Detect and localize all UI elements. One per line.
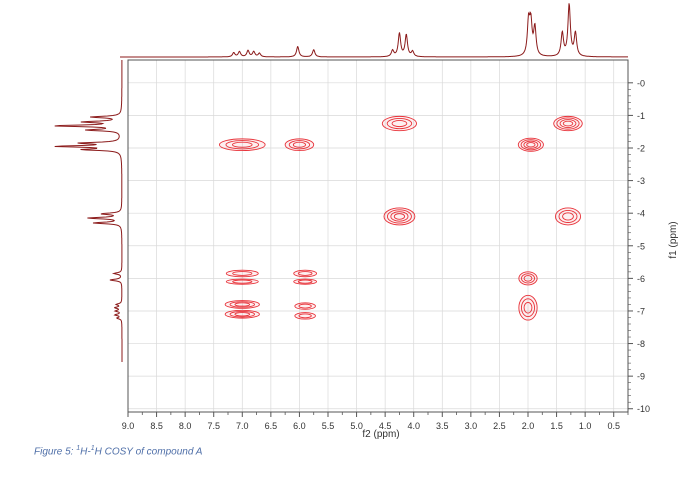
cross-peaks [218, 115, 583, 321]
contour-ring [386, 117, 413, 130]
contour-ring [232, 279, 253, 284]
x-axis: 9.0 8.5 8.0 7.5 7.0 6.5 6.0 5.5 5.0 4.5 4.0 3.5 3.0 2… [122, 412, 629, 431]
cross-peak [224, 300, 260, 309]
y-tick-label: -4 [637, 209, 645, 219]
caption-prefix: Figure 5: [34, 446, 77, 458]
contour-ring [234, 312, 251, 317]
contour-ring [523, 140, 539, 149]
contour-ring [562, 212, 574, 221]
f2-projection-spectrum [120, 3, 628, 58]
plot-frame [127, 59, 629, 413]
cross-peak [554, 207, 582, 226]
x-tick-label: 7.5 [207, 421, 220, 431]
caption-middle: H- [80, 446, 91, 458]
contour-ring [558, 209, 578, 223]
f2-projection-trace [120, 3, 628, 58]
cross-peak [293, 278, 318, 285]
contour-ring [386, 209, 412, 224]
x-axis-label: f2 (ppm) [362, 429, 399, 440]
cross-peak [518, 294, 538, 321]
f1-projection-spectrum [54, 60, 123, 362]
cross-peak [225, 269, 259, 278]
y-tick-label: -7 [637, 306, 645, 316]
y-tick-label: -0 [637, 78, 645, 88]
y-tick-label: -10 [637, 404, 650, 414]
x-tick-label: 1.5 [550, 421, 563, 431]
contour-ring [553, 115, 583, 132]
x-tick-label: 1.0 [579, 421, 592, 431]
contour-ring [229, 301, 255, 308]
caption-superscript-2: 1 [90, 445, 95, 452]
y-tick-label: -2 [637, 144, 645, 154]
contour-ring [292, 141, 306, 148]
x-tick-label: 8.5 [150, 421, 163, 431]
y-tick-label: -6 [637, 274, 645, 284]
x-tick-label: 0.5 [607, 421, 620, 431]
contour-ring [523, 301, 533, 314]
contour-ring [526, 142, 536, 148]
contour-ring [523, 275, 533, 282]
y-axis: -0 -1 -2 -3 -4 -5 -6 -7 -8 -9 -10 [628, 78, 650, 414]
x-tick-label: 2.0 [522, 421, 535, 431]
y-tick-label: -1 [637, 111, 645, 121]
contour-ring [297, 279, 313, 284]
contour-ring [229, 310, 255, 318]
contour-ring [517, 137, 544, 152]
contour-ring [520, 139, 542, 151]
cross-peak [383, 207, 416, 226]
contour-ring [234, 302, 251, 307]
x-tick-label: 3.0 [465, 421, 478, 431]
caption-superscript-1: 1 [76, 445, 81, 452]
cross-peak [224, 309, 260, 319]
contour-ring [298, 303, 312, 309]
caption-suffix: H COSY of compound A [94, 446, 203, 458]
y-tick-label: -5 [637, 241, 645, 251]
contour-ring [383, 207, 416, 226]
cross-peak [293, 269, 318, 278]
contour-ring [559, 119, 577, 128]
cross-peak [225, 278, 259, 285]
cross-peak [294, 302, 316, 310]
x-tick-label: 2.5 [493, 421, 506, 431]
x-tick-label: 5.0 [350, 421, 363, 431]
contour-ring [232, 271, 253, 276]
grid-lines [127, 60, 628, 412]
contour-ring [390, 211, 409, 222]
contour-ring [562, 120, 574, 127]
contour-ring [391, 120, 408, 128]
figure-caption: Figure 5: 1H-1H COSY of compound A [34, 445, 202, 457]
x-tick-label: 9.0 [122, 421, 135, 431]
contour-ring [521, 273, 535, 284]
contour-ring [298, 313, 312, 319]
x-tick-label: 8.0 [179, 421, 192, 431]
cross-peak [381, 115, 418, 132]
x-tick-label: 6.0 [293, 421, 306, 431]
x-tick-label: 7.0 [236, 421, 249, 431]
y-tick-label: -3 [637, 176, 645, 186]
x-tick-label: 4.0 [407, 421, 420, 431]
y-tick-label: -8 [637, 339, 645, 349]
x-tick-label: 6.5 [265, 421, 278, 431]
contour-ring [393, 213, 406, 220]
contour-ring [225, 140, 260, 150]
cross-peak [553, 115, 583, 132]
x-tick-label: 5.5 [322, 421, 335, 431]
f1-projection-trace [54, 60, 123, 362]
contour-ring [288, 140, 311, 150]
contour-ring [556, 117, 580, 130]
cross-peak [518, 271, 538, 286]
x-tick-label: 3.5 [436, 421, 449, 431]
contour-ring [521, 298, 535, 318]
contour-ring [232, 141, 253, 148]
x-tick-label: 4.5 [379, 421, 392, 431]
cross-peak [517, 137, 544, 152]
cross-peak [218, 138, 266, 152]
cross-peak [294, 312, 316, 320]
y-axis-label: f1 (ppm) [668, 221, 679, 258]
y-tick-label: -9 [637, 372, 645, 382]
cross-peak [284, 138, 315, 152]
contour-ring [297, 271, 313, 276]
